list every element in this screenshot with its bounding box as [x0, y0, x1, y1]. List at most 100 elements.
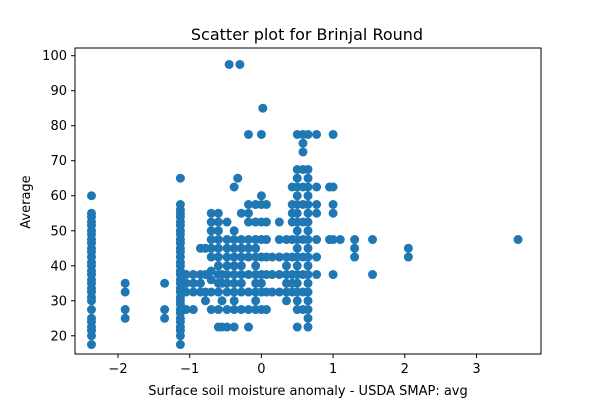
- data-point: [298, 147, 308, 157]
- data-point: [274, 287, 284, 297]
- data-point: [160, 305, 170, 315]
- data-point: [229, 235, 239, 245]
- data-point: [236, 252, 246, 262]
- data-point: [120, 278, 130, 288]
- data-point: [229, 261, 239, 271]
- data-point: [292, 226, 302, 236]
- data-point: [244, 270, 253, 280]
- data-point: [181, 278, 191, 288]
- data-point: [303, 252, 313, 262]
- data-point: [229, 322, 239, 332]
- data-point: [206, 243, 216, 253]
- plot-area-frame: [74, 47, 542, 355]
- x-axis-title: Surface soil moisture anomaly - USDA SMA…: [148, 384, 468, 399]
- y-tick-label: 20: [50, 329, 67, 344]
- data-point: [206, 217, 216, 227]
- data-point: [303, 208, 313, 218]
- data-point: [181, 305, 191, 315]
- data-point: [213, 208, 223, 218]
- data-point: [244, 322, 253, 332]
- data-point: [175, 173, 185, 183]
- data-point: [350, 235, 360, 245]
- data-point: [303, 278, 313, 288]
- data-point: [335, 235, 345, 245]
- data-point: [86, 313, 96, 323]
- data-point: [251, 261, 261, 271]
- data-point: [281, 261, 291, 271]
- y-tick-label: 60: [50, 189, 67, 204]
- data-point: [368, 235, 378, 245]
- data-point: [222, 235, 232, 245]
- data-point: [328, 235, 338, 245]
- data-point: [222, 322, 232, 332]
- data-point: [222, 278, 232, 288]
- y-tick-label: 100: [42, 49, 67, 64]
- data-point: [236, 261, 246, 271]
- data-point: [195, 278, 205, 288]
- data-point: [312, 235, 322, 245]
- data-point: [213, 305, 223, 315]
- data-point: [261, 235, 271, 245]
- data-point: [256, 278, 266, 288]
- data-point: [206, 208, 216, 218]
- data-point: [244, 129, 253, 139]
- data-point: [86, 191, 96, 201]
- data-point: [224, 59, 234, 69]
- data-point: [86, 340, 96, 350]
- data-point: [256, 129, 266, 139]
- data-point: [303, 129, 313, 139]
- data-point: [303, 296, 313, 306]
- x-tick-label: 2: [401, 362, 409, 377]
- y-tick-label: 30: [50, 294, 67, 309]
- data-point: [292, 173, 302, 183]
- data-point: [303, 217, 313, 227]
- data-point: [229, 226, 239, 236]
- data-point: [328, 208, 338, 218]
- data-point: [236, 278, 246, 288]
- data-point: [251, 296, 261, 306]
- data-point: [312, 200, 322, 209]
- data-point: [160, 278, 170, 288]
- data-point: [292, 296, 302, 306]
- x-tick-label: −1: [180, 362, 199, 377]
- data-point: [303, 305, 313, 315]
- data-point: [213, 235, 223, 245]
- data-point: [328, 270, 338, 280]
- data-point: [236, 208, 246, 218]
- data-point: [261, 200, 271, 209]
- data-point: [222, 252, 232, 262]
- data-point: [213, 217, 223, 227]
- data-point: [244, 217, 253, 227]
- data-point: [244, 305, 253, 315]
- data-point: [303, 200, 313, 209]
- y-axis-title: Average: [19, 175, 34, 228]
- data-point: [274, 252, 284, 262]
- data-point: [281, 296, 291, 306]
- data-point: [175, 200, 185, 209]
- data-point: [328, 200, 338, 209]
- data-point: [229, 270, 239, 280]
- y-tick-label: 50: [50, 224, 67, 239]
- data-point: [236, 305, 246, 315]
- data-point: [175, 340, 185, 350]
- y-tick-label: 40: [50, 259, 67, 274]
- data-point: [86, 208, 96, 218]
- data-point: [120, 287, 130, 297]
- data-point: [229, 243, 239, 253]
- data-point: [86, 305, 96, 315]
- data-point: [368, 270, 378, 280]
- data-point: [256, 191, 266, 201]
- data-point: [229, 287, 239, 297]
- data-point: [222, 261, 232, 271]
- data-point: [206, 252, 216, 262]
- data-point: [213, 252, 223, 262]
- data-point: [350, 252, 360, 262]
- data-point: [236, 287, 246, 297]
- data-point: [312, 129, 322, 139]
- data-point: [188, 278, 198, 288]
- data-point: [235, 59, 245, 69]
- data-point: [312, 252, 322, 262]
- data-point: [251, 243, 261, 253]
